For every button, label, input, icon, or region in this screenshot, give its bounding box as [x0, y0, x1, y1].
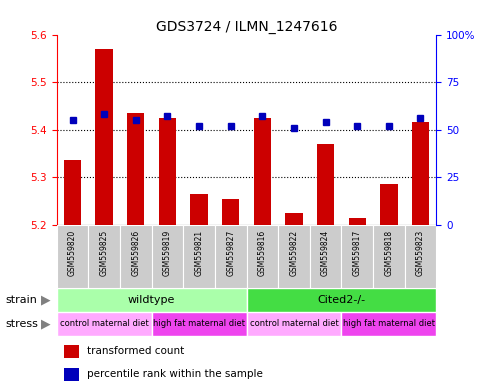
Bar: [127, 113, 144, 225]
Text: GSM559827: GSM559827: [226, 230, 235, 276]
Text: ▶: ▶: [41, 317, 51, 330]
Text: stress: stress: [5, 319, 38, 329]
Text: GSM559826: GSM559826: [131, 230, 141, 276]
Bar: [412, 122, 429, 225]
Bar: [64, 368, 79, 381]
Bar: [159, 118, 176, 225]
Text: control maternal diet: control maternal diet: [249, 319, 338, 328]
Text: GSM559823: GSM559823: [416, 230, 425, 276]
Text: GSM559824: GSM559824: [321, 230, 330, 276]
FancyBboxPatch shape: [341, 312, 436, 336]
FancyBboxPatch shape: [310, 225, 341, 288]
Text: wildtype: wildtype: [128, 295, 176, 305]
FancyBboxPatch shape: [373, 225, 405, 288]
Text: Cited2-/-: Cited2-/-: [317, 295, 365, 305]
FancyBboxPatch shape: [57, 312, 152, 336]
FancyBboxPatch shape: [246, 225, 278, 288]
FancyBboxPatch shape: [88, 225, 120, 288]
Text: high fat maternal diet: high fat maternal diet: [343, 319, 435, 328]
FancyBboxPatch shape: [152, 312, 246, 336]
Text: control maternal diet: control maternal diet: [60, 319, 148, 328]
Bar: [222, 199, 240, 225]
Bar: [317, 144, 334, 225]
FancyBboxPatch shape: [278, 225, 310, 288]
Text: GSM559817: GSM559817: [352, 230, 362, 276]
Title: GDS3724 / ILMN_1247616: GDS3724 / ILMN_1247616: [156, 20, 337, 33]
Text: GSM559821: GSM559821: [195, 230, 204, 276]
Text: GSM559816: GSM559816: [258, 230, 267, 276]
Bar: [96, 49, 113, 225]
Bar: [380, 184, 397, 225]
Text: percentile rank within the sample: percentile rank within the sample: [87, 369, 263, 379]
Text: high fat maternal diet: high fat maternal diet: [153, 319, 245, 328]
FancyBboxPatch shape: [183, 225, 215, 288]
Text: GSM559820: GSM559820: [68, 230, 77, 276]
FancyBboxPatch shape: [341, 225, 373, 288]
FancyBboxPatch shape: [246, 312, 341, 336]
Bar: [190, 194, 208, 225]
FancyBboxPatch shape: [246, 288, 436, 312]
Text: GSM559819: GSM559819: [163, 230, 172, 276]
Text: ▶: ▶: [41, 293, 51, 306]
FancyBboxPatch shape: [152, 225, 183, 288]
Bar: [285, 213, 303, 225]
FancyBboxPatch shape: [405, 225, 436, 288]
Bar: [64, 161, 81, 225]
FancyBboxPatch shape: [215, 225, 246, 288]
FancyBboxPatch shape: [57, 288, 246, 312]
Text: GSM559818: GSM559818: [385, 230, 393, 276]
Text: transformed count: transformed count: [87, 346, 184, 356]
FancyBboxPatch shape: [120, 225, 152, 288]
Bar: [349, 217, 366, 225]
Text: strain: strain: [5, 295, 37, 305]
Text: GSM559825: GSM559825: [100, 230, 108, 276]
Bar: [253, 118, 271, 225]
FancyBboxPatch shape: [57, 225, 88, 288]
Text: GSM559822: GSM559822: [289, 230, 298, 276]
Bar: [64, 345, 79, 358]
